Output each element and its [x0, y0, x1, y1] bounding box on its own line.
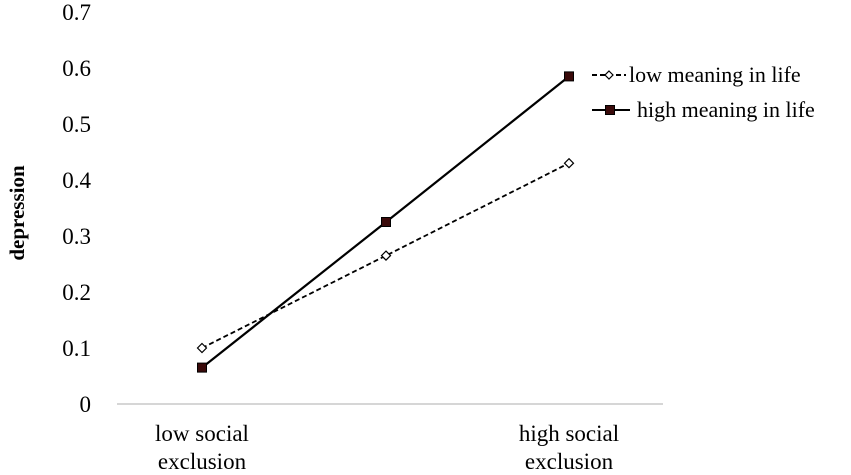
data-point-low-meaning: [380, 250, 392, 261]
series-line-low-meaning: [201, 162, 570, 349]
x-tick-label-low-1: low social: [155, 421, 249, 446]
x-tick-label-low-2: exclusion: [158, 449, 247, 474]
data-point-high-meaning: [197, 362, 207, 373]
y-tick-label: 0: [80, 392, 92, 417]
x-axis-category-labels: low social exclusion high social exclusi…: [155, 421, 619, 474]
legend-swatch-low-meaning-marker: [604, 70, 614, 80]
y-tick-label: 0.4: [62, 168, 91, 193]
data-point-low-meaning: [196, 342, 208, 354]
y-tick-label: 0.6: [62, 56, 91, 81]
y-tick-label: 0.7: [62, 0, 91, 25]
x-tick-label-high-1: high social: [519, 421, 619, 446]
series-layer: [196, 71, 575, 373]
legend: low meaning in life high meaning in life: [592, 62, 815, 122]
data-point-high-meaning: [381, 217, 391, 227]
data-point-high-meaning: [564, 71, 574, 82]
y-axis-tick-labels: 0 0.1 0.2 0.3 0.4 0.5 0.6 0.7: [62, 0, 91, 417]
legend-item-high-meaning: high meaning in life: [592, 97, 815, 122]
y-tick-label: 0.3: [62, 224, 91, 249]
y-tick-label: 0.5: [62, 112, 91, 137]
data-point-low-meaning: [563, 157, 575, 169]
x-tick-label-high-2: exclusion: [525, 449, 614, 474]
y-tick-label: 0.1: [62, 336, 91, 361]
y-axis-title: depression: [5, 165, 29, 261]
legend-label-high-meaning: high meaning in life: [637, 97, 815, 122]
y-tick-label: 0.2: [62, 280, 91, 305]
legend-swatch-high-meaning-marker: [605, 105, 615, 115]
legend-item-low-meaning: low meaning in life: [592, 62, 801, 87]
legend-label-low-meaning: low meaning in life: [629, 62, 801, 87]
